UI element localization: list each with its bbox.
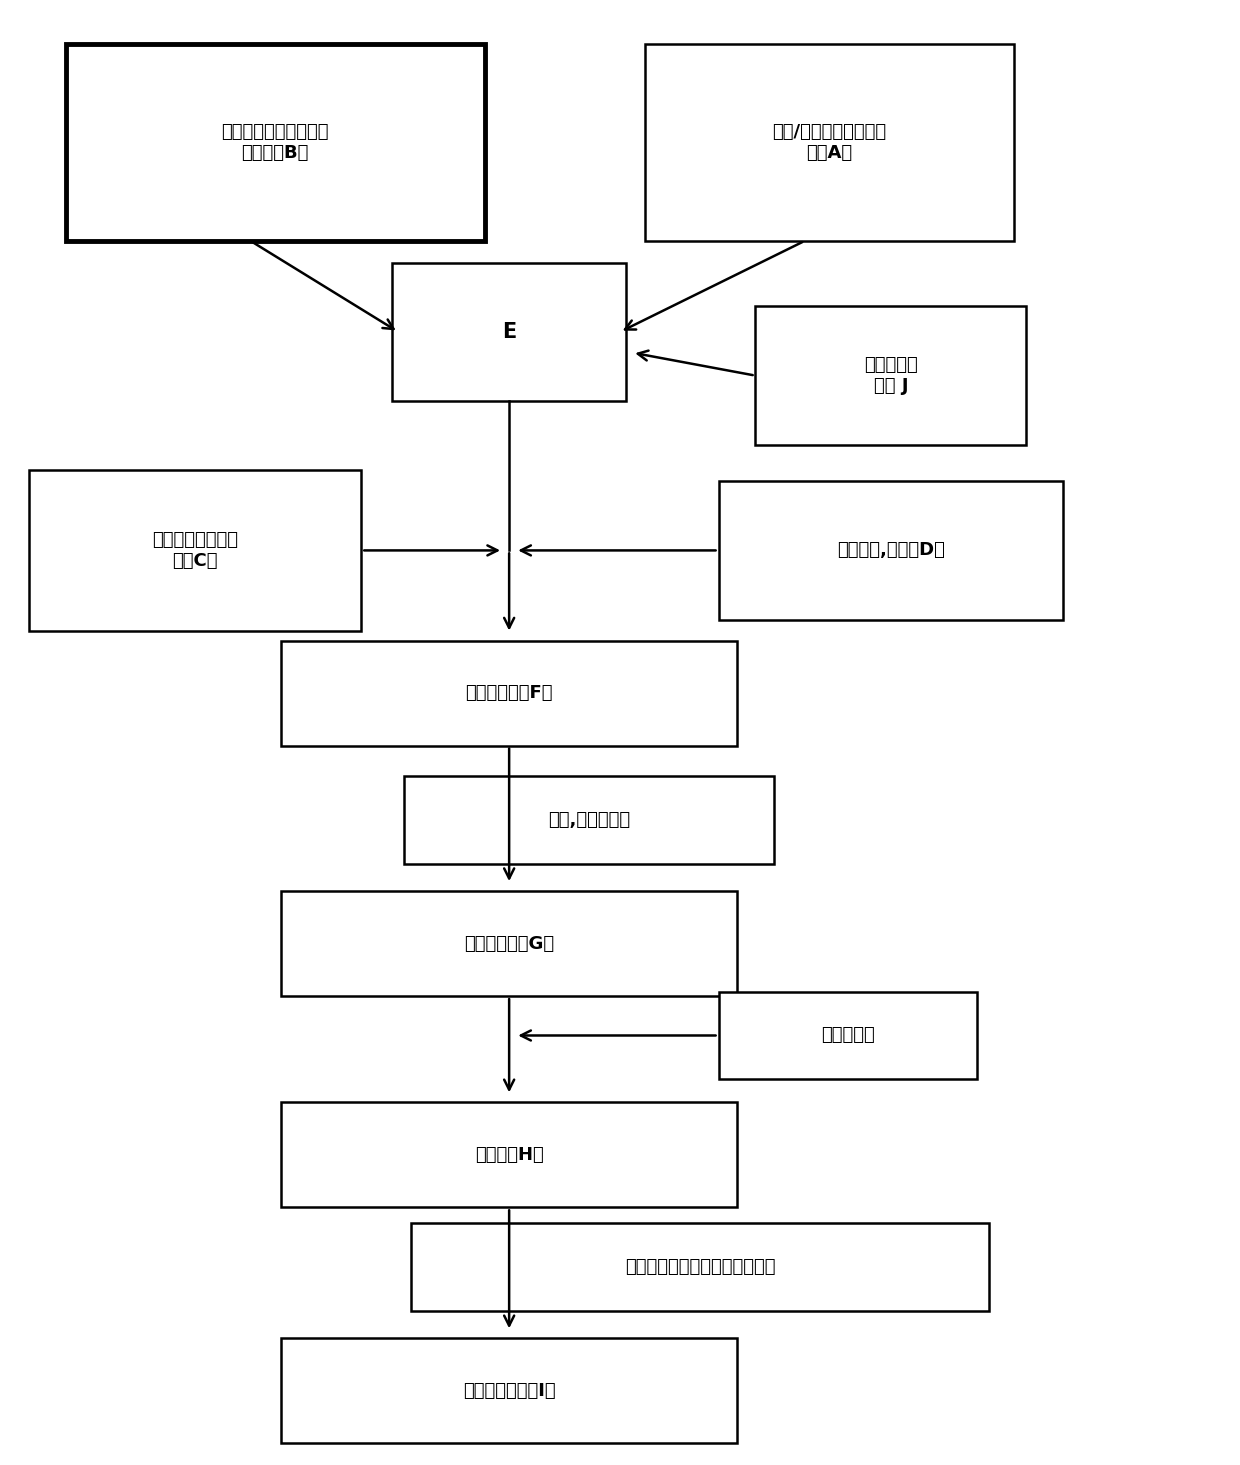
Text: 有机硅溶于有机溶
剂（C）: 有机硅溶于有机溶 剂（C） [153, 530, 238, 570]
Text: 水洗,干燥、粉碎: 水洗,干燥、粉碎 [548, 812, 630, 829]
Text: 半成品（H）: 半成品（H） [475, 1146, 543, 1163]
Text: 前驱体粉末（G）: 前驱体粉末（G） [464, 935, 554, 952]
Bar [29, 470, 361, 630]
Text: 适量硫酸,盐酸（D）: 适量硫酸,盐酸（D） [837, 542, 945, 560]
Bar [281, 891, 737, 996]
Text: 煅烧、酸化、碱煮、漂洗及烘干: 煅烧、酸化、碱煮、漂洗及烘干 [625, 1258, 775, 1276]
Bar [718, 992, 977, 1080]
Bar [392, 262, 626, 401]
Bar [645, 44, 1014, 240]
Bar [410, 1223, 990, 1311]
Text: E: E [502, 322, 516, 341]
Bar [281, 1339, 737, 1443]
Text: 有机硫化物与适量碱溶
于溶剂（B）: 有机硫化物与适量碱溶 于溶剂（B） [222, 123, 329, 163]
Text: 前驱体溶胶（F）: 前驱体溶胶（F） [465, 684, 553, 702]
Text: 含氟矿化剂: 含氟矿化剂 [821, 1027, 874, 1045]
Text: 成品色料样品（I）: 成品色料样品（I） [463, 1381, 556, 1401]
Bar [281, 640, 737, 746]
Bar [66, 44, 485, 240]
Text: 有机/无机金属盐溶于溶
剂（A）: 有机/无机金属盐溶于溶 剂（A） [773, 123, 887, 163]
Bar [281, 1103, 737, 1207]
Bar [718, 481, 1064, 620]
Text: 含磷化合物
溶液 J: 含磷化合物 溶液 J [864, 356, 918, 396]
Bar [404, 776, 774, 863]
Bar [755, 306, 1027, 445]
